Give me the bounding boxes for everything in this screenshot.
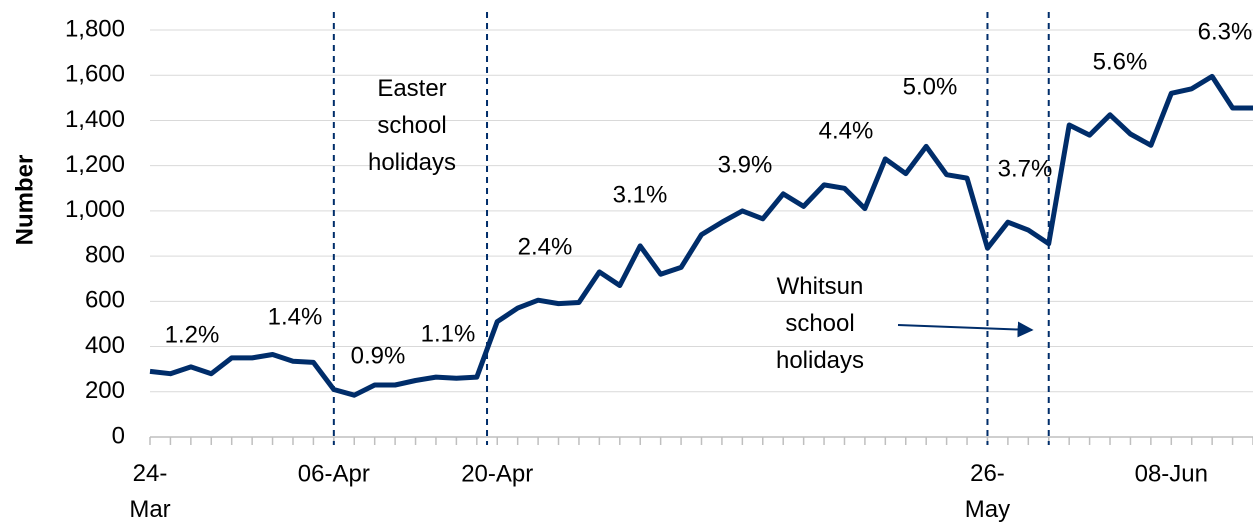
period-label-line: holidays bbox=[776, 347, 864, 374]
x-tick-label-part: 24- bbox=[133, 460, 168, 487]
annotation: 5.0% bbox=[903, 73, 958, 100]
period-label: Whitsun school holidays bbox=[776, 273, 864, 374]
period-label-line: school bbox=[377, 112, 446, 139]
period-label-line: school bbox=[785, 310, 854, 337]
y-tick-label: 1,200 bbox=[65, 151, 125, 178]
annotation: 1.4% bbox=[268, 303, 323, 330]
period-label-line: holidays bbox=[368, 149, 456, 176]
arrow bbox=[897, 321, 1034, 338]
y-tick-label: 1,400 bbox=[65, 106, 125, 133]
annotation: 3.7% bbox=[998, 155, 1053, 182]
y-tick-label: 1,000 bbox=[65, 196, 125, 223]
y-tick-label: 400 bbox=[85, 332, 125, 359]
y-tick-label: 1,600 bbox=[65, 61, 125, 88]
x-tick-label: 26- May bbox=[965, 460, 1010, 523]
annotation: 0.9% bbox=[351, 342, 406, 369]
annotation: 1.2% bbox=[165, 321, 220, 348]
y-tick-label: 600 bbox=[85, 287, 125, 314]
annotation: 3.1% bbox=[613, 181, 668, 208]
data-line bbox=[149, 73, 1253, 398]
period-label-line: Whitsun bbox=[777, 273, 864, 300]
x-tick-label: 08-Jun bbox=[1135, 460, 1208, 487]
y-tick-label: 800 bbox=[85, 241, 125, 268]
annotation: 3.9% bbox=[718, 151, 773, 178]
annotation: 4.4% bbox=[819, 117, 874, 144]
y-tick-label: 200 bbox=[85, 377, 125, 404]
y-axis-label: Number bbox=[11, 155, 38, 246]
x-tick-label: 06-Apr bbox=[298, 460, 370, 487]
annotation: 1.1% bbox=[421, 320, 476, 347]
annotation: 6.3% bbox=[1198, 18, 1253, 45]
x-tick-label-part: Mar bbox=[129, 496, 170, 523]
x-tick-label: 20-Apr bbox=[461, 460, 533, 487]
y-tick-label: 1,800 bbox=[65, 15, 125, 42]
annotation: 2.4% bbox=[518, 233, 573, 260]
period-label-line: Easter bbox=[377, 75, 446, 102]
x-tick-label-part: 26- bbox=[970, 460, 1005, 487]
x-tick-label-part: May bbox=[965, 496, 1010, 523]
y-tick-label: 0 bbox=[112, 422, 125, 449]
period-label: Easter school holidays bbox=[368, 75, 456, 176]
annotation: 5.6% bbox=[1093, 48, 1148, 75]
x-tick-label: 24- Mar bbox=[129, 460, 170, 523]
